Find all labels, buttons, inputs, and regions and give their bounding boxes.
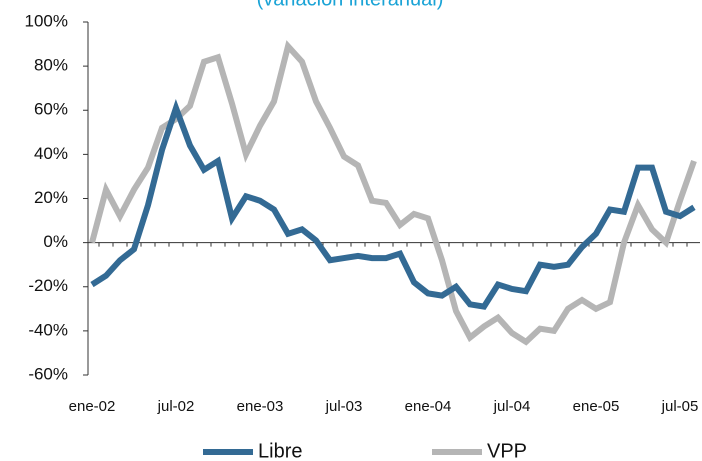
x-tick-label: jul-02 — [157, 398, 195, 415]
line-series — [89, 40, 697, 346]
x-tick-label: jul-03 — [325, 398, 363, 415]
x-tick-label: ene-02 — [69, 398, 116, 415]
y-tick-label: -20% — [28, 276, 68, 295]
chart-subtitle: (variación interanual) — [257, 0, 444, 10]
legend-label: VPP — [487, 440, 527, 461]
y-tick-label: 60% — [34, 100, 68, 119]
x-tick-label: ene-04 — [405, 398, 452, 415]
legend-label: Libre — [258, 440, 302, 461]
x-tick-label: ene-03 — [237, 398, 284, 415]
y-tick-label: 80% — [34, 56, 68, 75]
y-tick-label: 20% — [34, 188, 68, 207]
y-tick-label: -60% — [28, 364, 68, 383]
line-series — [90, 99, 696, 310]
y-tick-label: 40% — [34, 144, 68, 163]
x-tick-label: ene-05 — [573, 398, 620, 415]
y-tick-label: 0% — [43, 232, 68, 251]
x-tick-label: jul-05 — [661, 398, 699, 415]
y-tick-label: 100% — [25, 11, 68, 30]
x-tick-label: jul-04 — [493, 398, 531, 415]
y-tick-label: -40% — [28, 320, 68, 339]
